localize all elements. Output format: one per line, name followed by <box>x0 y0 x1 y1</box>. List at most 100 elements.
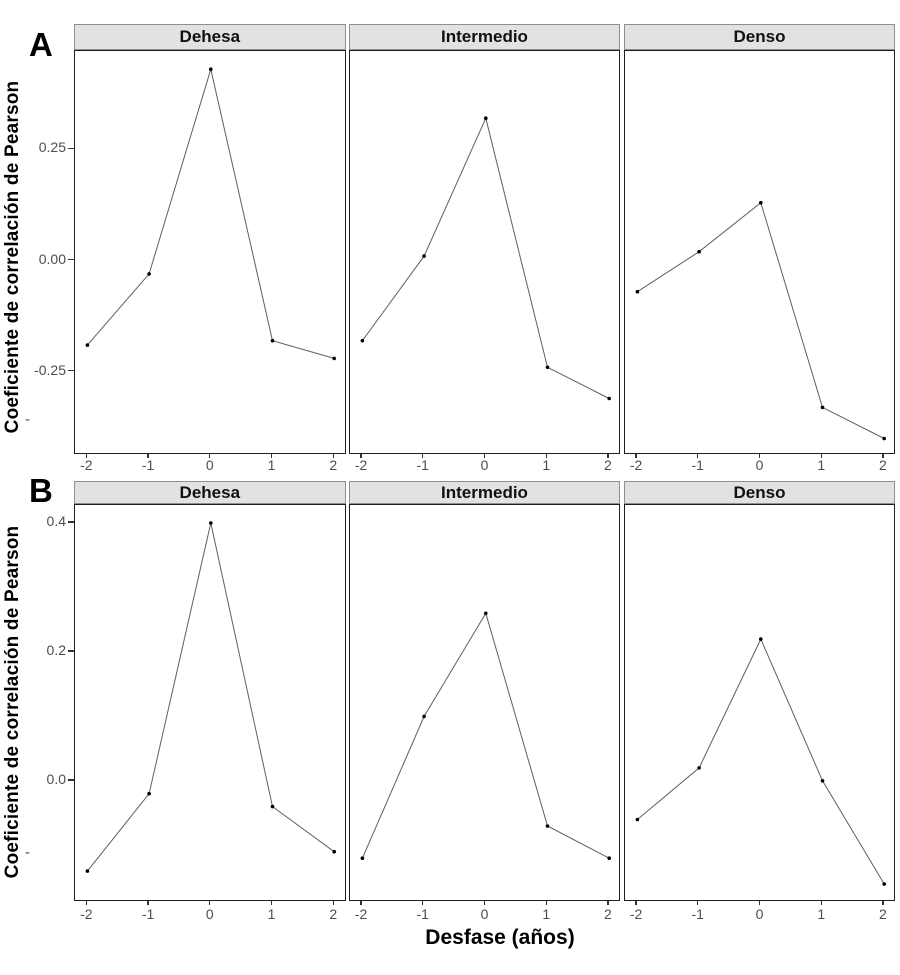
x-tick-mark <box>270 454 273 458</box>
line-plot <box>360 116 611 401</box>
data-point <box>147 272 151 276</box>
facet-panel <box>348 50 621 454</box>
facet-panel <box>623 50 896 454</box>
data-point <box>332 356 336 361</box>
facet-strip-label: Dehesa <box>179 27 241 46</box>
x-tick-mark <box>882 901 884 905</box>
facet-strip-label: Denso <box>733 27 786 46</box>
facet-strip: Denso <box>623 481 896 504</box>
x-axis-title: Desfase (años) <box>425 926 575 949</box>
x-tick-label: 1 <box>267 906 276 922</box>
x-tick-mark <box>270 901 273 905</box>
x-tick-mark <box>422 901 424 905</box>
x-tick-label: 0 <box>205 457 214 473</box>
x-tick-label: -2 <box>354 906 368 922</box>
data-point <box>545 824 549 828</box>
x-tick-mark <box>635 901 637 905</box>
x-tick-label: 1 <box>267 457 276 473</box>
x-tick-label: -1 <box>141 457 155 473</box>
line-plot <box>85 67 336 361</box>
correlation-line <box>361 612 610 859</box>
data-point <box>635 289 639 294</box>
facet-strip: Intermedio <box>348 24 621 50</box>
line-plot <box>360 611 611 860</box>
data-point <box>208 521 213 525</box>
facet-strip: Dehesa <box>74 24 346 50</box>
facet-panel <box>623 504 896 901</box>
x-tick-label: 2 <box>329 906 338 922</box>
correlation-line <box>361 116 610 399</box>
y-tick-label: 0.25 <box>38 139 66 156</box>
x-tick-label: 0 <box>755 457 764 473</box>
x-tick-label: 2 <box>329 457 338 473</box>
facet-strip-label: Denso <box>733 482 786 502</box>
facet-strip: Dehesa <box>74 481 346 504</box>
y-axis-title-b: Coeficiente de correlación de Pearson <box>2 525 23 879</box>
x-tick-mark <box>820 901 822 905</box>
y-tick-mark <box>68 370 74 372</box>
x-tick-mark <box>483 901 486 905</box>
x-tick-label: 1 <box>542 457 551 473</box>
data-point <box>147 791 151 796</box>
x-tick-label: -2 <box>629 906 643 922</box>
x-tick-mark <box>360 901 362 905</box>
x-tick-mark <box>360 454 362 458</box>
x-tick-mark <box>332 901 334 905</box>
x-tick-mark <box>85 901 87 905</box>
x-tick-label: -1 <box>416 906 429 922</box>
data-point <box>758 637 763 641</box>
x-tick-mark <box>635 454 637 458</box>
x-tick-label: 2 <box>604 906 612 922</box>
x-tick-mark <box>147 454 149 458</box>
x-tick-label: 0 <box>480 906 489 922</box>
data-point <box>483 611 488 616</box>
data-point <box>607 396 611 401</box>
x-tick-mark <box>607 901 609 905</box>
y-tick-mark <box>68 650 74 652</box>
x-tick-mark <box>209 454 211 458</box>
x-tick-label: -2 <box>354 457 368 473</box>
panel-label-a: A <box>29 26 53 63</box>
x-tick-label: -1 <box>416 457 429 473</box>
data-point <box>208 67 213 72</box>
correlation-line <box>87 522 335 872</box>
y-tick-label: -0.25 <box>34 361 66 378</box>
data-point <box>882 436 886 441</box>
clipped-tick-label-a: - <box>25 411 30 428</box>
line-plot <box>85 521 336 873</box>
x-tick-mark <box>758 901 761 905</box>
x-tick-mark <box>209 901 211 905</box>
x-tick-mark <box>545 454 547 458</box>
data-point <box>421 254 426 258</box>
x-tick-label: 1 <box>817 457 826 473</box>
data-point <box>696 249 701 254</box>
correlation-line <box>636 201 885 439</box>
data-point <box>758 200 763 205</box>
x-tick-label: -1 <box>691 457 704 473</box>
y-tick-mark <box>68 258 74 261</box>
facet-strip-label: Dehesa <box>179 482 241 502</box>
line-plot <box>635 637 886 886</box>
data-point <box>545 365 549 370</box>
x-tick-label: 2 <box>604 457 612 473</box>
x-tick-mark <box>545 901 547 905</box>
x-tick-mark <box>697 901 699 905</box>
x-tick-mark <box>332 454 334 458</box>
data-point <box>85 869 90 873</box>
x-tick-label: 2 <box>879 906 887 922</box>
data-point <box>483 116 488 121</box>
correlation-line <box>636 637 885 885</box>
x-tick-mark <box>882 454 884 458</box>
data-point <box>270 804 275 809</box>
data-point <box>820 778 824 783</box>
facet-strip: Intermedio <box>348 481 621 504</box>
x-tick-mark <box>422 454 424 458</box>
x-tick-mark <box>820 454 822 458</box>
data-point <box>635 817 639 822</box>
x-tick-label: 1 <box>542 906 551 922</box>
clipped-tick-label-b: - <box>25 844 30 861</box>
x-tick-mark <box>607 454 609 458</box>
y-tick-mark <box>68 147 74 150</box>
facet-panel <box>74 50 346 454</box>
y-tick-mark <box>68 779 74 781</box>
